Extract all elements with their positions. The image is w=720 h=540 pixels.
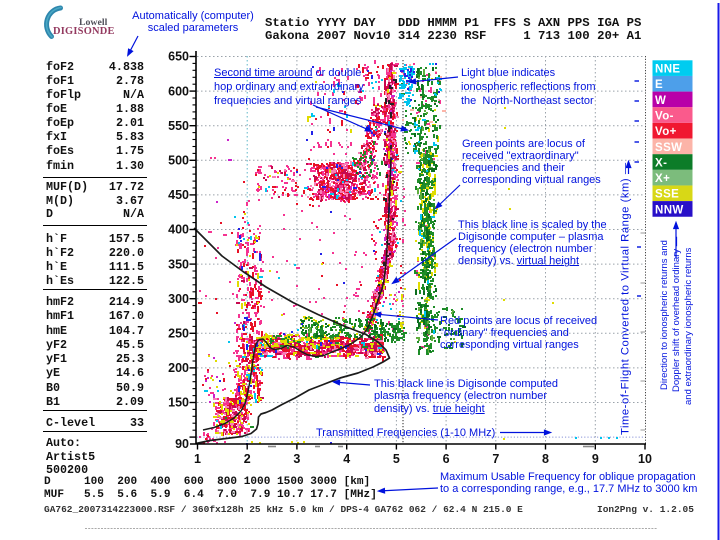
svg-text:and extraordinary ionospheric: and extraordinary ionospheric returns — [683, 247, 694, 405]
svg-text:9: 9 — [592, 452, 599, 466]
svg-text:Vo+: Vo+ — [655, 126, 677, 138]
svg-text:250: 250 — [168, 327, 189, 341]
svg-text:2: 2 — [244, 452, 251, 466]
svg-text:90: 90 — [175, 437, 189, 451]
svg-text:650: 650 — [168, 50, 189, 64]
svg-text:SSW: SSW — [655, 142, 682, 154]
svg-text:Time-of-Flight Converted to Vi: Time-of-Flight Converted to Virtual Rang… — [620, 162, 632, 435]
svg-text:200: 200 — [168, 361, 189, 375]
svg-text:150: 150 — [168, 396, 189, 410]
svg-text:550: 550 — [168, 119, 189, 133]
svg-text:NNW: NNW — [655, 204, 684, 216]
svg-text:X-: X- — [655, 157, 667, 169]
svg-text:SSE: SSE — [655, 189, 679, 201]
svg-text:350: 350 — [168, 257, 189, 271]
svg-text:6: 6 — [443, 452, 450, 466]
svg-text:NNE: NNE — [655, 64, 680, 76]
svg-text:10: 10 — [638, 452, 652, 466]
svg-text:600: 600 — [168, 84, 189, 98]
svg-text:E: E — [655, 79, 663, 91]
svg-text:4: 4 — [343, 452, 350, 466]
svg-text:500: 500 — [168, 154, 189, 168]
svg-text:X+: X+ — [655, 173, 670, 185]
svg-text:Vo-: Vo- — [655, 111, 674, 123]
svg-text:300: 300 — [168, 292, 189, 306]
svg-text:450: 450 — [168, 188, 189, 202]
svg-text:1: 1 — [194, 452, 201, 466]
svg-text:3: 3 — [293, 452, 300, 466]
svg-text:7: 7 — [492, 452, 499, 466]
svg-text:Direction to ionospheric retur: Direction to ionospheric returns and — [659, 240, 670, 390]
svg-text:W: W — [655, 95, 666, 107]
svg-text:400: 400 — [168, 223, 189, 237]
svg-text:Doppler shift of overhead ordi: Doppler shift of overhead ordinary — — [671, 236, 682, 392]
svg-text:5: 5 — [393, 452, 400, 466]
svg-text:8: 8 — [542, 452, 549, 466]
